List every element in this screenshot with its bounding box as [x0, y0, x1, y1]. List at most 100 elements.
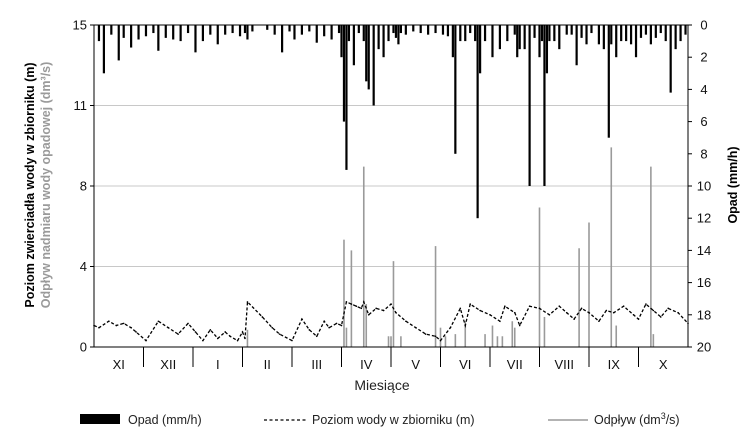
- legend-label-odplyw: Odpływ (dm3/s): [594, 411, 680, 427]
- opad-bar-90: [597, 25, 600, 45]
- poziom-point-28: [315, 335, 318, 338]
- poziom-series: [93, 300, 689, 342]
- poziom-point-10: [177, 333, 179, 335]
- opad-bar-19: [231, 25, 234, 34]
- opad-bar-2: [110, 25, 113, 35]
- poziom-point-44: [414, 326, 417, 329]
- opad-bar-1: [102, 25, 105, 74]
- opad-bar-11: [172, 25, 175, 40]
- poziom-point-11: [187, 322, 189, 325]
- poziom-point-7: [145, 339, 147, 342]
- month-label-IX: IX: [608, 357, 621, 372]
- poziom-point-25: [291, 339, 293, 342]
- opad-bar-34: [337, 25, 341, 34]
- poziom-point-1: [98, 326, 100, 329]
- opad-bar-84: [565, 25, 568, 35]
- opad-bar-24: [266, 25, 269, 30]
- y-axis-label-left-outflow-text: Odpływ nadmiaru wody opadowej (dm³/s): [39, 62, 53, 309]
- poziom-point-70: [632, 314, 635, 316]
- left-tick-label-2: 8: [80, 179, 87, 194]
- month-label-V: V: [411, 357, 420, 372]
- opad-bar-100: [644, 25, 648, 35]
- opad-bar-58: [446, 25, 450, 37]
- opad-bar-22: [246, 25, 249, 40]
- poziom-point-26: [301, 318, 303, 320]
- legend-swatch-opad: [80, 414, 120, 424]
- opad-bar-77: [538, 25, 541, 58]
- month-label-III: III: [311, 357, 322, 372]
- right-tick-label-1: 2: [700, 50, 707, 65]
- opad-bar-16: [209, 25, 212, 35]
- right-tick-label-5: 10: [697, 179, 711, 194]
- opad-bar-47: [387, 25, 390, 42]
- poziom-point-51: [469, 303, 472, 305]
- poziom-point-62: [565, 311, 568, 314]
- opad-bar-95: [620, 25, 623, 42]
- opad-bar-78: [540, 25, 544, 42]
- left-tick-label-1: 4: [80, 259, 87, 274]
- opad-bar-0: [97, 25, 101, 42]
- opad-bar-17: [216, 25, 219, 45]
- opad-bar-44: [372, 25, 375, 106]
- opad-bar-46: [382, 25, 385, 58]
- opad-bar-36: [342, 25, 346, 122]
- opad-bar-74: [523, 25, 526, 50]
- month-labels: XI XII I II III IV V VI VII VIII IX X: [113, 357, 668, 372]
- poziom-point-33: [345, 301, 348, 303]
- opad-bar-65: [476, 25, 479, 219]
- grid: [94, 105, 688, 267]
- opad-bar-35: [340, 25, 343, 58]
- opad-bar-51: [399, 25, 402, 34]
- poziom-point-65: [588, 311, 590, 314]
- poziom-point-74: [659, 316, 662, 318]
- opad-bar-82: [553, 25, 556, 42]
- opad-bar-81: [548, 25, 551, 42]
- left-axis-ticks: 0 4 8 11 15: [73, 18, 94, 355]
- opad-bar-60: [454, 25, 457, 154]
- y-axis-label-left-outflow: Odpływ nadmiaru wody opadowej (dm³/s): [39, 62, 53, 309]
- poziom-point-49: [459, 307, 462, 310]
- y-axis-label-left: Poziom zwierciadła wody w zbiorniku (m): [23, 62, 37, 307]
- opad-bar-38: [347, 25, 351, 42]
- poziom-point-22: [261, 316, 264, 318]
- poziom-point-2: [108, 320, 110, 323]
- opad-series: [97, 25, 687, 219]
- opad-bar-104: [664, 25, 667, 42]
- poziom-point-40: [382, 309, 385, 312]
- opad-bar-31: [315, 25, 318, 43]
- right-tick-label-2: 4: [700, 82, 707, 97]
- poziom-point-36: [360, 307, 363, 310]
- month-label-XII: XII: [160, 357, 176, 372]
- poziom-point-35: [355, 305, 358, 308]
- opad-bar-5: [130, 25, 133, 48]
- opad-bar-98: [634, 25, 638, 58]
- left-tick-label-4: 15: [73, 18, 87, 33]
- opad-bar-68: [491, 25, 494, 58]
- poziom-point-76: [677, 311, 679, 314]
- opad-bar-67: [483, 25, 487, 42]
- y-axis-label-right: Opad (mm/h): [726, 146, 740, 223]
- poziom-point-41: [390, 303, 392, 305]
- poziom-point-32: [340, 324, 343, 327]
- poziom-point-16: [224, 331, 226, 333]
- opad-bar-93: [610, 25, 613, 45]
- opad-bar-10: [164, 25, 167, 38]
- opad-bar-32: [323, 25, 326, 37]
- opad-bar-55: [427, 25, 430, 35]
- opad-bar-41: [362, 25, 365, 42]
- opad-bar-71: [513, 25, 516, 35]
- poziom-point-5: [130, 326, 132, 329]
- poziom-point-17: [229, 335, 231, 338]
- right-tick-label-9: 18: [697, 307, 711, 322]
- poziom-point-42: [395, 311, 397, 314]
- month-label-I: I: [216, 357, 220, 372]
- poziom-point-14: [209, 329, 212, 331]
- poziom-point-57: [518, 324, 521, 327]
- poziom-point-52: [479, 309, 481, 312]
- right-tick-label-8: 16: [697, 275, 711, 290]
- poziom-point-39: [375, 307, 377, 310]
- poziom-point-24: [278, 333, 281, 335]
- opad-bar-18: [224, 25, 227, 35]
- month-label-X: X: [659, 357, 668, 372]
- poziom-point-29: [323, 320, 325, 323]
